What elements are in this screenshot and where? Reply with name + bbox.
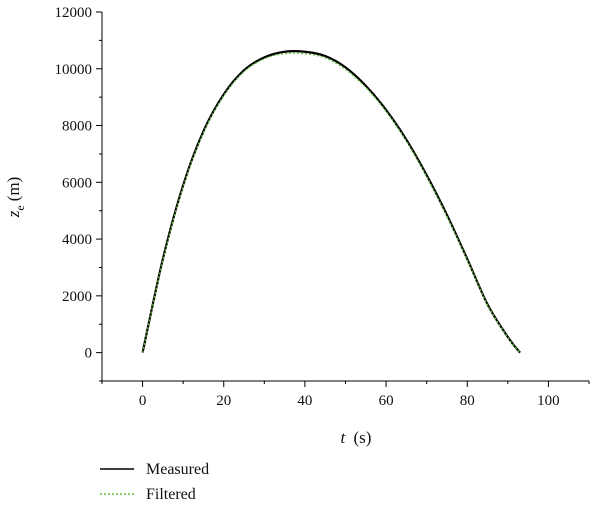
y-tick-label: 6000 <box>62 175 92 191</box>
y-axis-title: ze(m) <box>4 177 27 219</box>
x-tick-label: 100 <box>537 393 560 409</box>
series-line-filtered <box>141 52 521 354</box>
legend-label-filtered: Filtered <box>146 486 196 503</box>
y-tick-label: 0 <box>85 346 93 362</box>
y-tick-label: 10000 <box>55 62 93 78</box>
legend-label-measured: Measured <box>146 461 209 478</box>
x-tick-label: 60 <box>379 393 394 409</box>
x-axis-title: t (s) <box>341 428 372 447</box>
series-group <box>141 50 521 354</box>
x-tick-label: 0 <box>139 393 147 409</box>
y-tick-label: 12000 <box>55 5 93 21</box>
y-tick-label: 8000 <box>62 119 92 135</box>
y-tick-label: 2000 <box>62 289 92 305</box>
legend: Measured Filtered <box>100 461 209 503</box>
x-tick-label: 20 <box>216 393 231 409</box>
series-line-measured <box>141 50 521 354</box>
x-tick-label: 40 <box>297 393 312 409</box>
x-tick-label: 80 <box>460 393 475 409</box>
y-tick-label: 4000 <box>62 232 92 248</box>
axis-ticks: 0 2000 4000 6000 8000 10000 12000 0 20 40 60 80 100 <box>55 5 590 409</box>
